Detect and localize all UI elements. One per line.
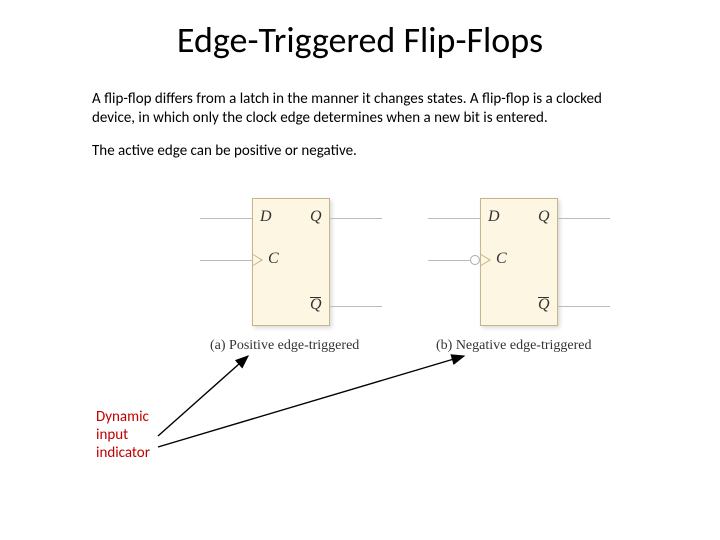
- lead: [428, 218, 480, 219]
- callout-line2: input: [96, 426, 150, 444]
- pin-q-a: Q: [310, 208, 322, 226]
- lead: [428, 260, 470, 261]
- pin-q-b: Q: [538, 208, 550, 226]
- page-title: Edge-Triggered Flip-Flops: [0, 0, 720, 62]
- lead: [330, 306, 382, 307]
- pin-d-b: D: [488, 208, 500, 226]
- lead: [330, 218, 382, 219]
- pin-c-b: C: [496, 250, 507, 268]
- caption-b: (b) Negative edge-triggered: [436, 338, 591, 354]
- lead: [200, 218, 252, 219]
- neg-edge-bubble: [470, 255, 480, 265]
- dynamic-indicator-callout: Dynamic input indicator: [96, 408, 150, 462]
- pin-d-a: D: [260, 208, 272, 226]
- paragraph-2: The active edge can be positive or negat…: [92, 142, 628, 161]
- paragraph-1: A flip-flop differs from a latch in the …: [92, 90, 628, 128]
- dynamic-indicator-a-fill: [253, 255, 261, 265]
- lead: [558, 218, 610, 219]
- pin-c-a: C: [268, 250, 279, 268]
- lead: [200, 260, 252, 261]
- caption-a: (a) Positive edge-triggered: [210, 338, 359, 354]
- qbar-overline-b: [538, 297, 549, 298]
- lead: [558, 306, 610, 307]
- callout-line3: indicator: [96, 444, 150, 462]
- qbar-overline-a: [310, 297, 321, 298]
- dynamic-indicator-b-fill: [481, 255, 489, 265]
- pin-qbar-a: Q: [310, 296, 322, 314]
- callout-line1: Dynamic: [96, 408, 150, 426]
- pin-qbar-b: Q: [538, 296, 550, 314]
